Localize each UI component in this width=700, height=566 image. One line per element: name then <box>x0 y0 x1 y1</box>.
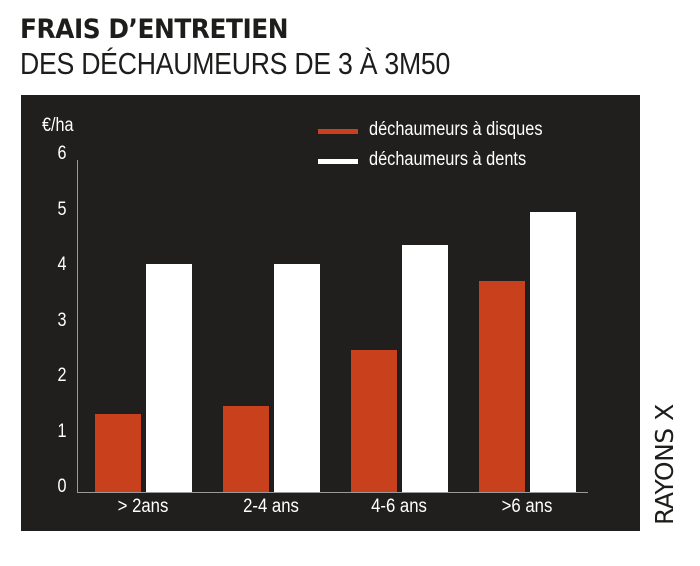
y-tick-label: 2 <box>57 365 67 386</box>
bar-disques <box>95 414 141 492</box>
x-tick-label: 2-4 ans <box>243 496 299 517</box>
legend-label-disques: déchaumeurs à disques <box>369 119 543 140</box>
y-tick-label: 6 <box>57 143 67 164</box>
y-tick-label: 5 <box>57 198 67 220</box>
y-tick-label: 4 <box>57 254 67 275</box>
bar-disques <box>223 405 269 492</box>
bar-disques <box>479 281 525 492</box>
y-tick-label: 0 <box>57 476 67 497</box>
bar-dents <box>274 264 320 492</box>
chart-subtitle: DES DÉCHAUMEURS DE 3 À 3M50 <box>20 46 451 81</box>
legend-swatch-disques <box>318 129 358 134</box>
legend-swatch-dents <box>318 159 358 164</box>
y-tick-label: 1 <box>57 420 67 442</box>
y-tick-label: 3 <box>57 309 67 331</box>
credit-text: RAYONS X <box>650 404 679 525</box>
bar-dents <box>402 245 448 492</box>
x-tick-label: >6 ans <box>501 496 553 517</box>
x-tick-label: 4-6 ans <box>371 496 427 517</box>
x-tick-label: > 2ans <box>117 496 169 517</box>
bar-disques <box>351 350 397 492</box>
y-axis-line <box>77 160 78 493</box>
bar-dents <box>530 211 576 492</box>
bar-dents <box>146 264 192 492</box>
x-axis-line <box>77 492 588 493</box>
legend-label-dents: déchaumeurs à dents <box>369 149 527 170</box>
chart-title: FRAIS D’ENTRETIEN <box>20 14 289 45</box>
y-axis-label: €/ha <box>42 115 74 136</box>
